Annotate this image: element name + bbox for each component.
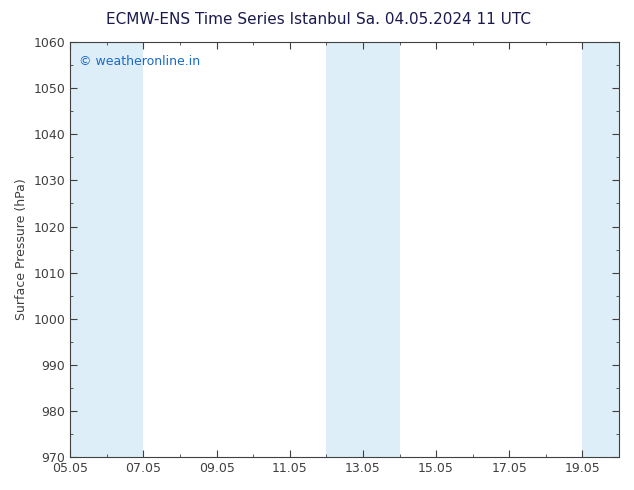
Text: ECMW-ENS Time Series Istanbul: ECMW-ENS Time Series Istanbul [106,12,351,27]
Bar [70,42,107,457]
Y-axis label: Surface Pressure (hPa): Surface Pressure (hPa) [15,179,28,320]
Bar [583,42,619,457]
Text: Sa. 04.05.2024 11 UTC: Sa. 04.05.2024 11 UTC [356,12,531,27]
Text: © weatheronline.in: © weatheronline.in [79,54,200,68]
Bar [363,42,399,457]
Bar [619,42,634,457]
Bar [327,42,363,457]
Bar [107,42,143,457]
